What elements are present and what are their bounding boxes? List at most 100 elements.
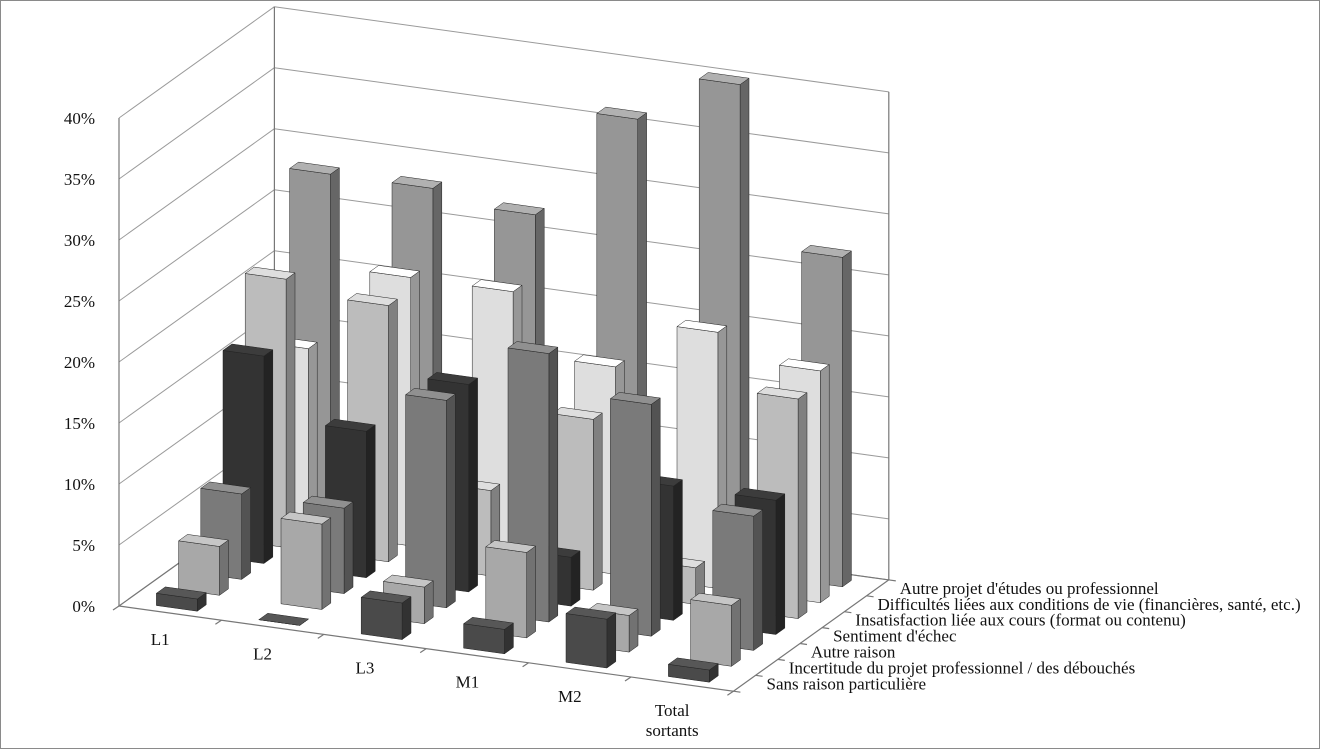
x-tick-mark [215, 619, 222, 625]
bar-top [565, 606, 617, 620]
bar-top [507, 341, 559, 354]
bar-side [241, 487, 251, 580]
bar-front [610, 398, 652, 637]
bar-top [800, 245, 853, 258]
bar-top [471, 279, 523, 292]
bar-side [343, 501, 354, 595]
bar-top [712, 503, 764, 517]
bar [551, 407, 603, 591]
gridline-back [274, 6, 889, 93]
bar [258, 613, 310, 626]
series-label: Difficultés liées aux conditions de vie … [878, 595, 1301, 614]
y-tick-label: 0% [72, 597, 95, 616]
bar-side [468, 377, 478, 593]
y-tick-label: 20% [64, 353, 95, 372]
gridline-back [274, 67, 889, 154]
series-tick-mark [777, 658, 785, 661]
x-tick-mark [317, 633, 325, 639]
gridline-side [118, 6, 275, 119]
bar-front [280, 518, 323, 610]
bar-front [565, 613, 608, 669]
chart-bars [155, 72, 853, 683]
bar [404, 388, 457, 609]
bar-side [753, 509, 763, 651]
bar-side [401, 596, 412, 641]
bar [667, 657, 719, 683]
bar [689, 592, 742, 667]
bar-side [548, 346, 559, 623]
bar-front [360, 597, 403, 640]
bar-top [485, 540, 537, 553]
bar-top [222, 343, 274, 357]
bar-side [446, 393, 456, 609]
y-tick-label: 40% [64, 109, 95, 128]
series-label: Sans raison particulière [767, 674, 927, 693]
series-label: Incertitude du projet professionnel / de… [789, 658, 1136, 677]
bar-side [797, 392, 808, 620]
bar-top [404, 388, 457, 401]
bar-top [346, 293, 399, 306]
bar-top [382, 574, 434, 588]
bar-top [360, 590, 412, 604]
category-label: Total sortants [646, 701, 699, 740]
bar-front [690, 599, 732, 667]
bar-top [493, 202, 545, 216]
bar-side [731, 598, 741, 667]
bar [280, 511, 332, 610]
bar [462, 617, 515, 655]
bar-top [369, 265, 421, 278]
bar [177, 534, 230, 596]
category-label: L2 [253, 644, 272, 663]
bar-side [775, 493, 786, 635]
series-tick-mark [822, 627, 830, 630]
bar-top [288, 161, 341, 175]
gridline-back [274, 189, 889, 276]
gridline-back [274, 250, 889, 337]
chart-labels: 0% 5% 10% 15% 20% 25% 30% 35% 40% L1 L2 L3 M1 M2 Total… [64, 109, 1301, 740]
bar-top [280, 511, 332, 525]
bar-top [324, 418, 376, 432]
bar [360, 590, 412, 641]
bar-top [391, 176, 443, 189]
x-tick-mark [419, 648, 427, 654]
bar-side [593, 412, 603, 591]
series-label: Insatisfaction liée aux cours (format ou… [855, 611, 1185, 630]
bar-top [427, 372, 479, 385]
series-tick-mark [888, 579, 896, 582]
bar-top [689, 592, 742, 606]
bar-top [258, 613, 310, 626]
bar-front [676, 326, 719, 589]
bar-side [424, 580, 434, 625]
bar-top [698, 72, 750, 85]
gridline-side [118, 128, 275, 241]
bar-side [526, 545, 536, 639]
series-tick-mark [755, 674, 763, 677]
series-label: Sentiment d'échec [833, 627, 957, 646]
bar-side [570, 550, 581, 607]
x-tick-mark [624, 676, 632, 682]
category-label: L3 [356, 659, 375, 678]
gridline-side [118, 67, 275, 180]
gridline-back [274, 128, 889, 215]
y-tick-label: 25% [64, 292, 95, 311]
bar-side [285, 272, 296, 549]
bar-top [609, 392, 661, 405]
bar-top [551, 407, 603, 420]
x-tick-mark [112, 605, 120, 611]
category-label: M2 [558, 687, 582, 706]
series-tick-mark [733, 690, 741, 693]
bar-side [628, 608, 639, 653]
bar-top [667, 657, 719, 671]
bar-top [778, 358, 830, 372]
y-tick-label: 35% [64, 170, 95, 189]
series-label: Autre projet d'études ou professionnel [900, 579, 1159, 598]
bar [485, 540, 537, 639]
x-tick-mark [522, 662, 529, 668]
x-tick-mark [727, 690, 734, 696]
bar-side [219, 539, 229, 596]
bar-top [573, 354, 626, 368]
y-tick-label: 5% [72, 536, 95, 555]
bar-side [673, 479, 683, 621]
